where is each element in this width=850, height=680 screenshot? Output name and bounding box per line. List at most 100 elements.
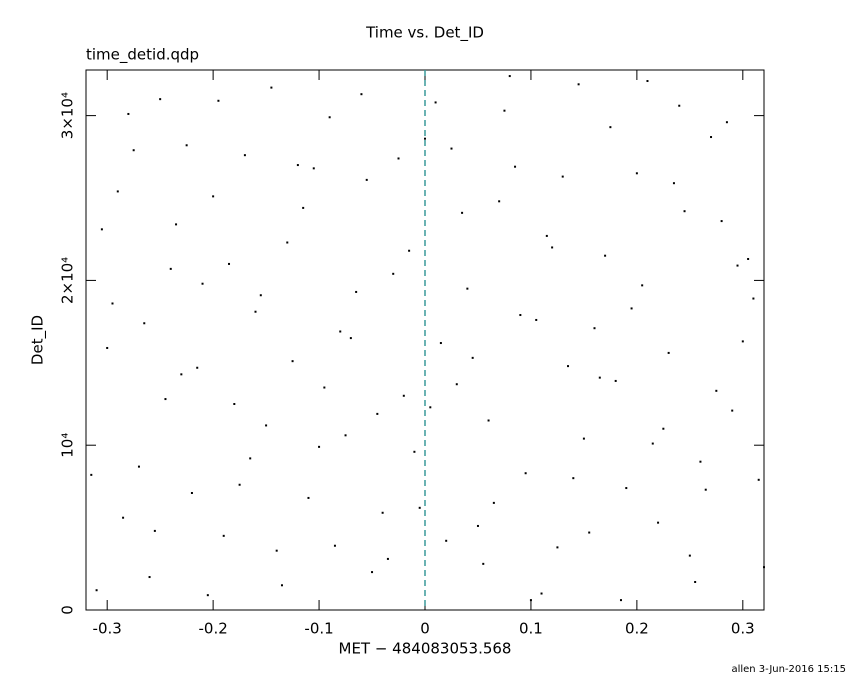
- point: [551, 246, 554, 249]
- point: [90, 473, 93, 476]
- point: [259, 294, 262, 297]
- point: [243, 154, 246, 157]
- chart-subtitle: time_detid.qdp: [86, 46, 199, 65]
- point: [519, 314, 522, 317]
- point: [651, 442, 654, 445]
- point: [731, 409, 734, 412]
- point: [614, 379, 617, 382]
- point: [439, 342, 442, 345]
- point: [159, 98, 162, 101]
- point: [471, 356, 474, 359]
- point: [95, 589, 98, 592]
- point: [222, 534, 225, 537]
- point: [582, 437, 585, 440]
- point: [418, 506, 421, 509]
- point: [185, 144, 188, 147]
- x-tick-label: 0.2: [625, 620, 649, 638]
- point: [635, 172, 638, 175]
- point: [190, 491, 193, 494]
- point: [455, 383, 458, 386]
- point: [291, 360, 294, 363]
- point: [704, 488, 707, 491]
- point: [148, 576, 151, 579]
- point: [122, 516, 125, 519]
- point: [275, 549, 278, 552]
- point: [545, 234, 548, 237]
- point: [524, 472, 527, 475]
- point: [424, 137, 426, 140]
- point: [763, 566, 765, 569]
- point: [561, 175, 564, 178]
- point: [106, 346, 109, 349]
- x-tick-label: 0.3: [731, 620, 755, 638]
- point: [296, 164, 299, 167]
- point: [725, 121, 728, 124]
- point: [323, 386, 326, 389]
- point: [572, 477, 575, 480]
- point: [492, 501, 495, 504]
- point: [307, 496, 310, 499]
- point: [720, 220, 723, 223]
- point: [196, 366, 199, 369]
- point: [466, 287, 469, 290]
- point: [180, 373, 183, 376]
- point: [535, 318, 538, 321]
- point: [408, 249, 411, 252]
- point: [757, 478, 760, 481]
- point: [206, 594, 209, 597]
- point: [111, 302, 114, 305]
- point: [249, 457, 252, 460]
- point: [349, 337, 352, 340]
- point: [450, 147, 453, 150]
- point: [318, 445, 321, 448]
- point: [657, 521, 660, 524]
- point: [132, 149, 135, 152]
- y-tick-label: 3×10⁴: [59, 92, 77, 139]
- point: [376, 412, 379, 415]
- point: [143, 322, 146, 325]
- y-tick-label: 0: [59, 605, 77, 615]
- point: [333, 544, 336, 547]
- point: [355, 290, 358, 293]
- point: [683, 210, 686, 213]
- point: [212, 195, 215, 198]
- point: [514, 165, 517, 168]
- point: [100, 228, 103, 231]
- point: [688, 554, 691, 557]
- point: [328, 116, 331, 119]
- x-axis-label: MET − 484083053.568: [339, 640, 512, 658]
- point: [694, 580, 697, 583]
- point: [434, 101, 437, 104]
- point: [593, 327, 596, 330]
- point: [265, 424, 268, 427]
- point: [503, 109, 506, 112]
- y-tick-label: 2×10⁴: [59, 257, 77, 304]
- point: [175, 223, 178, 226]
- point: [344, 434, 347, 437]
- point: [238, 483, 241, 486]
- point: [280, 584, 283, 587]
- point: [487, 419, 490, 422]
- point: [461, 211, 464, 214]
- point: [747, 257, 750, 260]
- point: [127, 112, 130, 115]
- point: [164, 398, 167, 401]
- point: [741, 340, 744, 343]
- point: [169, 267, 172, 270]
- chart-title: Time vs. Det_ID: [365, 24, 484, 43]
- point: [386, 557, 389, 560]
- point: [609, 126, 612, 129]
- point: [678, 104, 681, 107]
- point: [715, 389, 718, 392]
- point: [567, 365, 570, 368]
- point: [217, 99, 220, 102]
- point: [445, 539, 448, 542]
- point: [302, 206, 305, 209]
- point: [270, 86, 273, 89]
- point: [752, 297, 755, 300]
- point: [667, 351, 670, 354]
- point: [397, 157, 400, 160]
- point: [508, 75, 511, 78]
- point: [699, 460, 702, 463]
